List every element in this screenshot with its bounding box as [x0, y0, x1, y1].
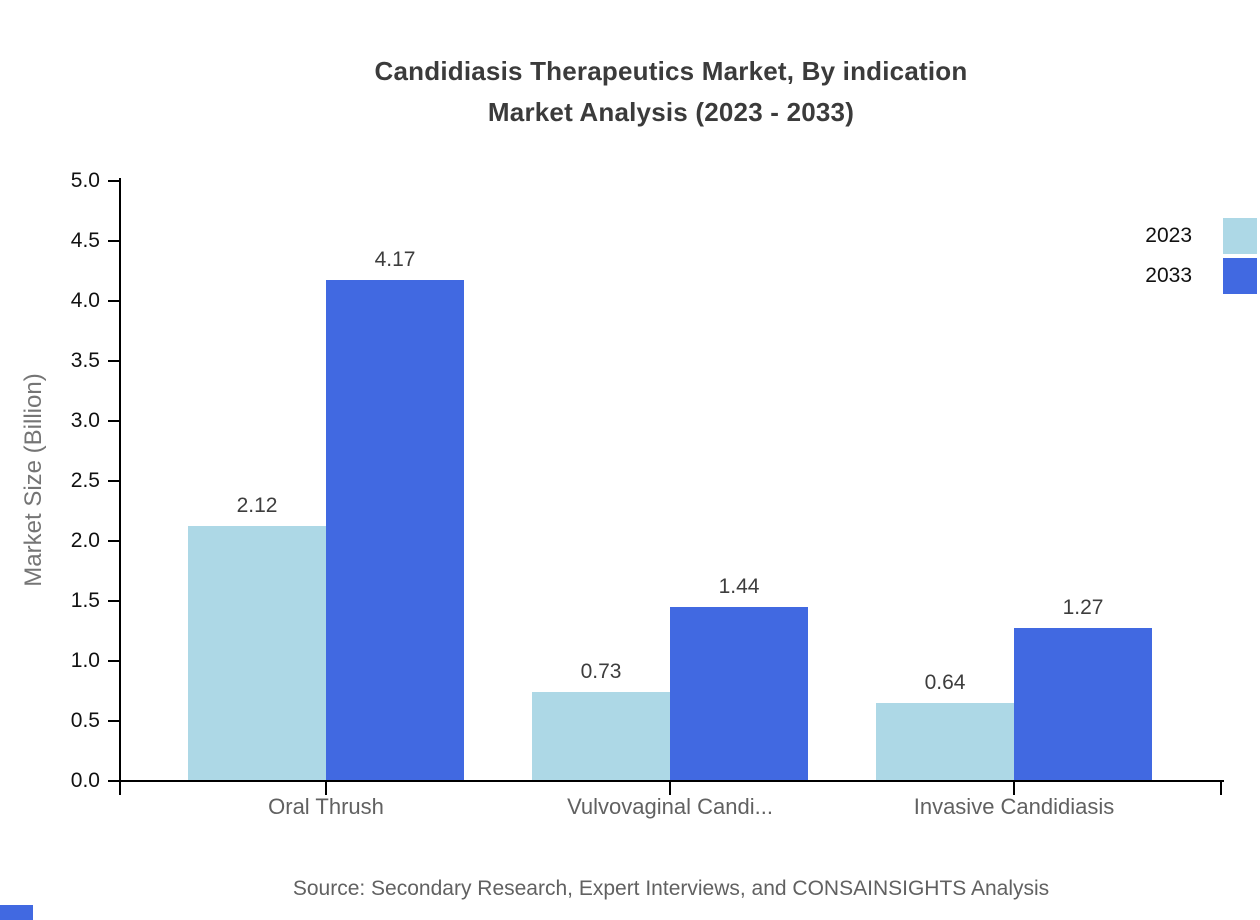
y-tick-label: 2.5 — [70, 469, 100, 492]
y-tick-label: 0.5 — [70, 709, 100, 732]
y-tick — [108, 600, 120, 602]
bar-2033 — [326, 280, 464, 780]
y-tick — [108, 180, 120, 182]
source-note: Source: Secondary Research, Expert Inter… — [292, 877, 1050, 900]
bar-value-label: 2.12 — [236, 494, 278, 517]
category-label: Oral Thrush — [268, 794, 384, 819]
legend-label: 2033 — [1145, 264, 1192, 287]
y-tick-label: 3.0 — [70, 409, 100, 432]
legend-swatch-icon — [1223, 258, 1257, 294]
y-axis-spine — [119, 178, 121, 795]
legend: 2023 2033 — [1145, 218, 1257, 298]
y-tick-label: 4.5 — [70, 229, 100, 252]
y-tick-label: 5.0 — [70, 169, 100, 192]
x-tick — [1013, 780, 1015, 795]
y-tick — [108, 660, 120, 662]
legend-item-2023: 2023 — [1145, 218, 1257, 254]
y-tick-label: 4.0 — [70, 289, 100, 312]
legend-item-2033: 2033 — [1145, 258, 1257, 294]
bar-value-label: 0.64 — [924, 671, 966, 694]
legend-swatch-icon — [1223, 218, 1257, 254]
bar-value-label: 1.27 — [1062, 596, 1104, 619]
y-tick-label: 2.0 — [70, 529, 100, 552]
y-tick — [108, 780, 120, 782]
bar-2033 — [670, 607, 808, 780]
y-tick — [108, 240, 120, 242]
y-tick — [108, 360, 120, 362]
y-tick-label: 3.5 — [70, 349, 100, 372]
y-tick — [108, 540, 120, 542]
y-tick — [108, 480, 120, 482]
y-tick-label: 1.0 — [70, 649, 100, 672]
y-tick-label: 0.0 — [70, 769, 100, 792]
x-axis-spine — [108, 780, 1224, 782]
brand-accent-mark — [0, 905, 33, 920]
legend-label: 2023 — [1145, 224, 1192, 247]
y-tick — [108, 300, 120, 302]
bar-2023 — [188, 526, 326, 780]
chart-title-line1: Candidiasis Therapeutics Market, By indi… — [374, 56, 968, 86]
bar-2023 — [532, 692, 670, 780]
x-tick — [325, 780, 327, 795]
chart-title-line2: Market Analysis (2023 - 2033) — [487, 97, 855, 127]
chart-title: Candidiasis Therapeutics Market, By indi… — [120, 51, 1222, 133]
bar-value-label: 4.17 — [374, 248, 416, 271]
bar-2023 — [876, 703, 1014, 780]
category-label: Vulvovaginal Candi... — [567, 794, 773, 819]
x-tick — [669, 780, 671, 795]
bar-value-label: 0.73 — [580, 660, 622, 683]
bar-2033 — [1014, 628, 1152, 780]
y-tick — [108, 420, 120, 422]
x-axis-end-tick — [1220, 780, 1222, 795]
bar-value-label: 1.44 — [718, 575, 760, 598]
category-label: Invasive Candidiasis — [913, 794, 1115, 819]
y-tick-label: 1.5 — [70, 589, 100, 612]
y-tick — [108, 720, 120, 722]
